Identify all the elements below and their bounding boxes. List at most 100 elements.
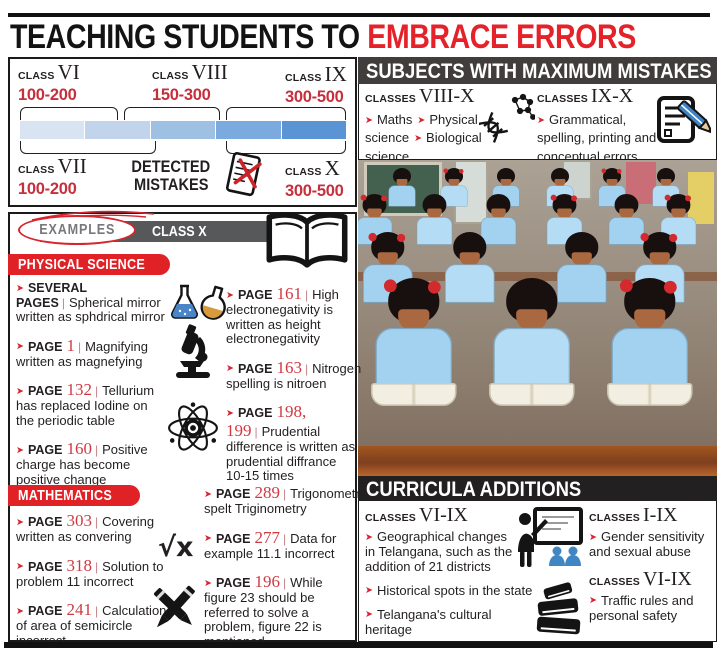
math-right-column: ➤ PAGE 289 | Trigonometry spelt Triginometry…	[204, 483, 366, 656]
classes-word: CLASSES	[589, 575, 640, 588]
page-number: 241	[66, 600, 92, 620]
arrow-bullet-icon: ➤	[16, 385, 24, 397]
mistake-item: ➤ PAGE 277 | Data for example 11.1 incorrect	[204, 528, 356, 562]
curricula-text: Gender sensitivity and sexual abuse	[589, 529, 705, 559]
mistake-item: ➤ SEVERAL PAGES | Spherical mirror written …	[16, 281, 168, 325]
square-root-icon: √x	[158, 532, 194, 563]
examples-badge-text: EXAMPLES	[38, 221, 116, 238]
detected-mistakes-panel: CLASS VI 100-200 CLASS VIII 150-300 CLASS I…	[8, 57, 357, 207]
curricula-list: ➤ Gender sensitivity and sexual abuse	[589, 529, 715, 560]
page-label: PAGE	[237, 406, 273, 421]
classes-numeral: VI-IX	[643, 567, 692, 590]
mistake-text: Solution to problem 11 incorrect	[16, 558, 164, 589]
page-number: 161	[276, 284, 302, 303]
page-label: SEVERAL PAGES	[16, 281, 87, 310]
student-figure	[546, 194, 583, 245]
subject-text: Physical science	[365, 112, 478, 146]
arrow-bullet-icon: ➤	[226, 289, 234, 301]
books-stack-icon	[536, 582, 581, 635]
class-numeral: IX	[324, 62, 347, 86]
mistake-text: Nitrogen spelling is nitroen	[226, 360, 362, 391]
subjects-header-text: SUBJECTS WITH MAXIMUM MISTAKES	[366, 60, 712, 83]
curricula-item: ➤ Telangana's cultural heritage	[365, 607, 540, 638]
page-number: 318	[66, 555, 92, 575]
arrow-bullet-icon: ➤	[204, 577, 212, 589]
classes-numeral: I-IX	[643, 504, 678, 526]
open-book-icon	[266, 212, 348, 268]
mistake-item: ➤ PAGE 318 | Solution to problem 11 incorrec…	[16, 556, 168, 590]
class-word: CLASS	[18, 70, 55, 82]
mistake-text: Magnifying written as magnefying	[16, 338, 148, 369]
classes-heading: CLASSES IX-X	[537, 86, 659, 106]
curricula-body: CLASSES VI-IX ➤ Geographical changes in Te…	[358, 501, 717, 642]
arrow-bullet-icon: ➤	[16, 561, 24, 573]
mistakes-gradient-bar	[20, 121, 347, 139]
class-numeral: VI	[57, 60, 80, 84]
mistake-text: Covering written as convering	[16, 514, 155, 545]
class-numeral: VIII	[191, 60, 228, 84]
separator: |	[61, 295, 65, 310]
arrow-bullet-icon: ➤	[589, 531, 597, 543]
bracket-class-vii	[20, 141, 156, 154]
subject-item: ➤ Grammatical, spelling, printing and con…	[537, 112, 656, 164]
student-figure	[480, 194, 517, 245]
bracket-class-vi	[20, 107, 118, 120]
page-title: TEACHING STUDENTS TO EMBRACE ERRORS	[10, 18, 717, 57]
ps-left-column: ➤ SEVERAL PAGES | Spherical mirror written …	[16, 281, 168, 498]
student-figure	[607, 278, 693, 406]
mistake-text: Positive charge has become positive chan…	[16, 442, 148, 487]
class-word: CLASS	[285, 166, 322, 178]
arrow-bullet-icon: ➤	[204, 488, 212, 500]
student-figure	[444, 232, 496, 303]
mistake-text: Trigonometry spelt Triginometry	[204, 486, 367, 517]
ps-right-column: ➤ PAGE 161 | High electronegativity is writt…	[226, 284, 361, 495]
arrow-bullet-icon: ➤	[226, 363, 234, 375]
student-figure	[371, 278, 457, 406]
page-number: 1	[66, 335, 75, 355]
student-figure	[440, 168, 468, 207]
subjects-panel: SUBJECTS WITH MAXIMUM MISTAKES CLASSES VI…	[358, 57, 717, 164]
student-figure	[556, 232, 608, 303]
arrow-bullet-icon: ➤	[16, 282, 24, 294]
page-label: PAGE	[237, 361, 273, 376]
curricula-list: ➤ Geographical changes in Telangana, such…	[365, 529, 540, 638]
arrow-bullet-icon: ➤	[365, 609, 373, 621]
subjects-body: CLASSES VIII-X ➤ Maths ➤ Physical science ➤ Bi…	[358, 84, 717, 164]
curricula-text: Geographical changes in Telangana, such …	[365, 529, 513, 574]
class-numeral: X	[324, 156, 340, 180]
subject-text: Grammatical, spelling, printing and conc…	[537, 112, 657, 164]
mistake-text: Prudential difference is written as prud…	[226, 424, 356, 484]
title-red: EMBRACE ERRORS	[367, 18, 636, 56]
mistake-item: ➤ PAGE 160 | Positive charge has become posi…	[16, 439, 168, 487]
mistake-text: Data for example 11.1 incorrect	[204, 530, 337, 561]
student-figure	[608, 194, 645, 245]
page-number: 303	[66, 511, 92, 530]
mistake-item: ➤ PAGE 163 | Nitrogen spelling is nitroen	[226, 358, 361, 392]
bracket-class-x	[226, 141, 346, 154]
class-vii-label: CLASS VII 100-200	[18, 156, 87, 198]
page-label: PAGE	[215, 531, 251, 546]
classes-heading: CLASSES VI-IX	[589, 569, 715, 589]
class-numeral: VII	[57, 154, 87, 178]
arrow-bullet-icon: ➤	[365, 585, 373, 597]
separator: |	[282, 531, 287, 546]
arrow-bullet-icon: ➤	[365, 531, 373, 543]
class-vi-label: CLASS VI 100-200	[18, 62, 80, 104]
mathematics-title: MATHEMATICS	[18, 487, 113, 504]
page-label: PAGE	[237, 288, 273, 302]
bracket-class-ix	[226, 107, 346, 120]
crossed-note-icon	[226, 152, 262, 197]
page-label: PAGE	[27, 384, 63, 399]
curricula-item: ➤ Traffic rules and personal safety	[589, 593, 715, 624]
classes-word: CLASSES	[537, 93, 588, 105]
subject-text: Maths	[376, 112, 413, 127]
title-black: TEACHING STUDENTS TO	[10, 18, 360, 56]
class-range: 100-200	[18, 180, 77, 198]
student-figure	[489, 278, 575, 406]
arrow-bullet-icon: ➤	[589, 595, 597, 607]
page-label: PAGE	[215, 487, 251, 501]
mistake-item: ➤ PAGE 303 | Covering written as convering	[16, 511, 168, 545]
arrow-bullet-icon: ➤	[204, 533, 212, 545]
notepad-pencil-icon	[657, 96, 711, 143]
